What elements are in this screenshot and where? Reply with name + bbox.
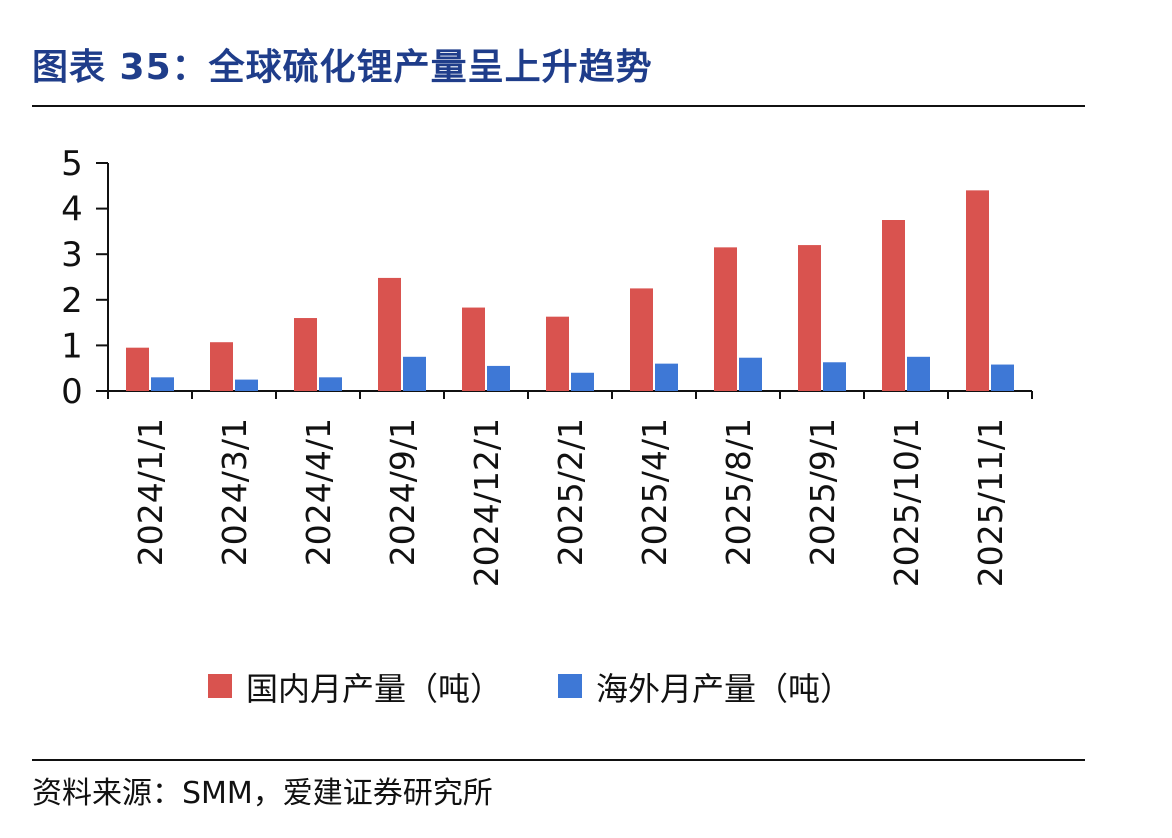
x-tick-label: 2025/8/1 xyxy=(719,418,758,566)
x-tick-label: 2024/12/1 xyxy=(467,418,506,587)
y-tick-label: 5 xyxy=(61,144,83,184)
bar-overseas xyxy=(403,356,426,391)
y-tick-label: 3 xyxy=(61,235,83,275)
x-tick-label: 2025/10/1 xyxy=(887,418,926,587)
bar-domestic xyxy=(966,190,989,391)
bar-overseas xyxy=(319,377,342,391)
bar-domestic xyxy=(546,316,569,391)
y-tick-label: 0 xyxy=(61,372,83,412)
bar-domestic xyxy=(210,342,233,391)
legend-swatch-domestic xyxy=(208,674,232,698)
bar-domestic xyxy=(462,307,485,391)
y-tick-label: 4 xyxy=(61,190,83,230)
bar-overseas xyxy=(571,372,594,391)
bar-domestic xyxy=(294,318,317,391)
bar-overseas xyxy=(655,363,678,391)
y-ticks: 0 1 2 3 4 5 xyxy=(61,144,108,412)
source-note: 资料来源：SMM，爱建证券研究所 xyxy=(32,776,493,811)
title-divider xyxy=(32,105,1085,107)
bars xyxy=(126,190,1014,391)
x-tick-label: 2025/9/1 xyxy=(803,418,842,566)
bar-overseas xyxy=(823,362,846,391)
bar-domestic xyxy=(714,247,737,391)
bar-overseas xyxy=(151,377,174,391)
figure-title: 图表 35：全球硫化锂产量呈上升趋势 xyxy=(32,47,653,88)
bar-overseas xyxy=(739,357,762,391)
source-divider xyxy=(32,759,1085,761)
legend-swatch-overseas xyxy=(558,674,582,698)
bar-domestic xyxy=(630,288,653,391)
bar-overseas xyxy=(487,365,510,391)
bar-overseas xyxy=(907,356,930,391)
bar-overseas xyxy=(991,364,1014,391)
bar-domestic xyxy=(126,347,149,391)
x-tick-label: 2025/2/1 xyxy=(551,418,590,566)
x-tick-label: 2024/9/1 xyxy=(383,418,422,566)
legend-label-overseas: 海外月产量（吨） xyxy=(596,670,852,708)
legend: 国内月产量（吨） 海外月产量（吨） xyxy=(208,670,852,708)
x-tick-label: 2024/4/1 xyxy=(299,418,338,566)
x-ticks: 2024/1/1 2024/3/1 2024/4/1 2024/9/1 2024/12/… xyxy=(107,391,1033,587)
bar-overseas xyxy=(235,379,258,391)
y-tick-label: 2 xyxy=(61,281,83,321)
legend-label-domestic: 国内月产量（吨） xyxy=(246,670,502,708)
x-tick-label: 2025/11/1 xyxy=(971,418,1010,587)
x-tick-label: 2024/1/1 xyxy=(131,418,170,566)
bar-domestic xyxy=(798,245,821,391)
x-tick-label: 2025/4/1 xyxy=(635,418,674,566)
x-tick-label: 2024/3/1 xyxy=(215,418,254,566)
bar-domestic xyxy=(882,220,905,391)
y-tick-label: 1 xyxy=(61,326,83,366)
bar-domestic xyxy=(378,277,401,391)
